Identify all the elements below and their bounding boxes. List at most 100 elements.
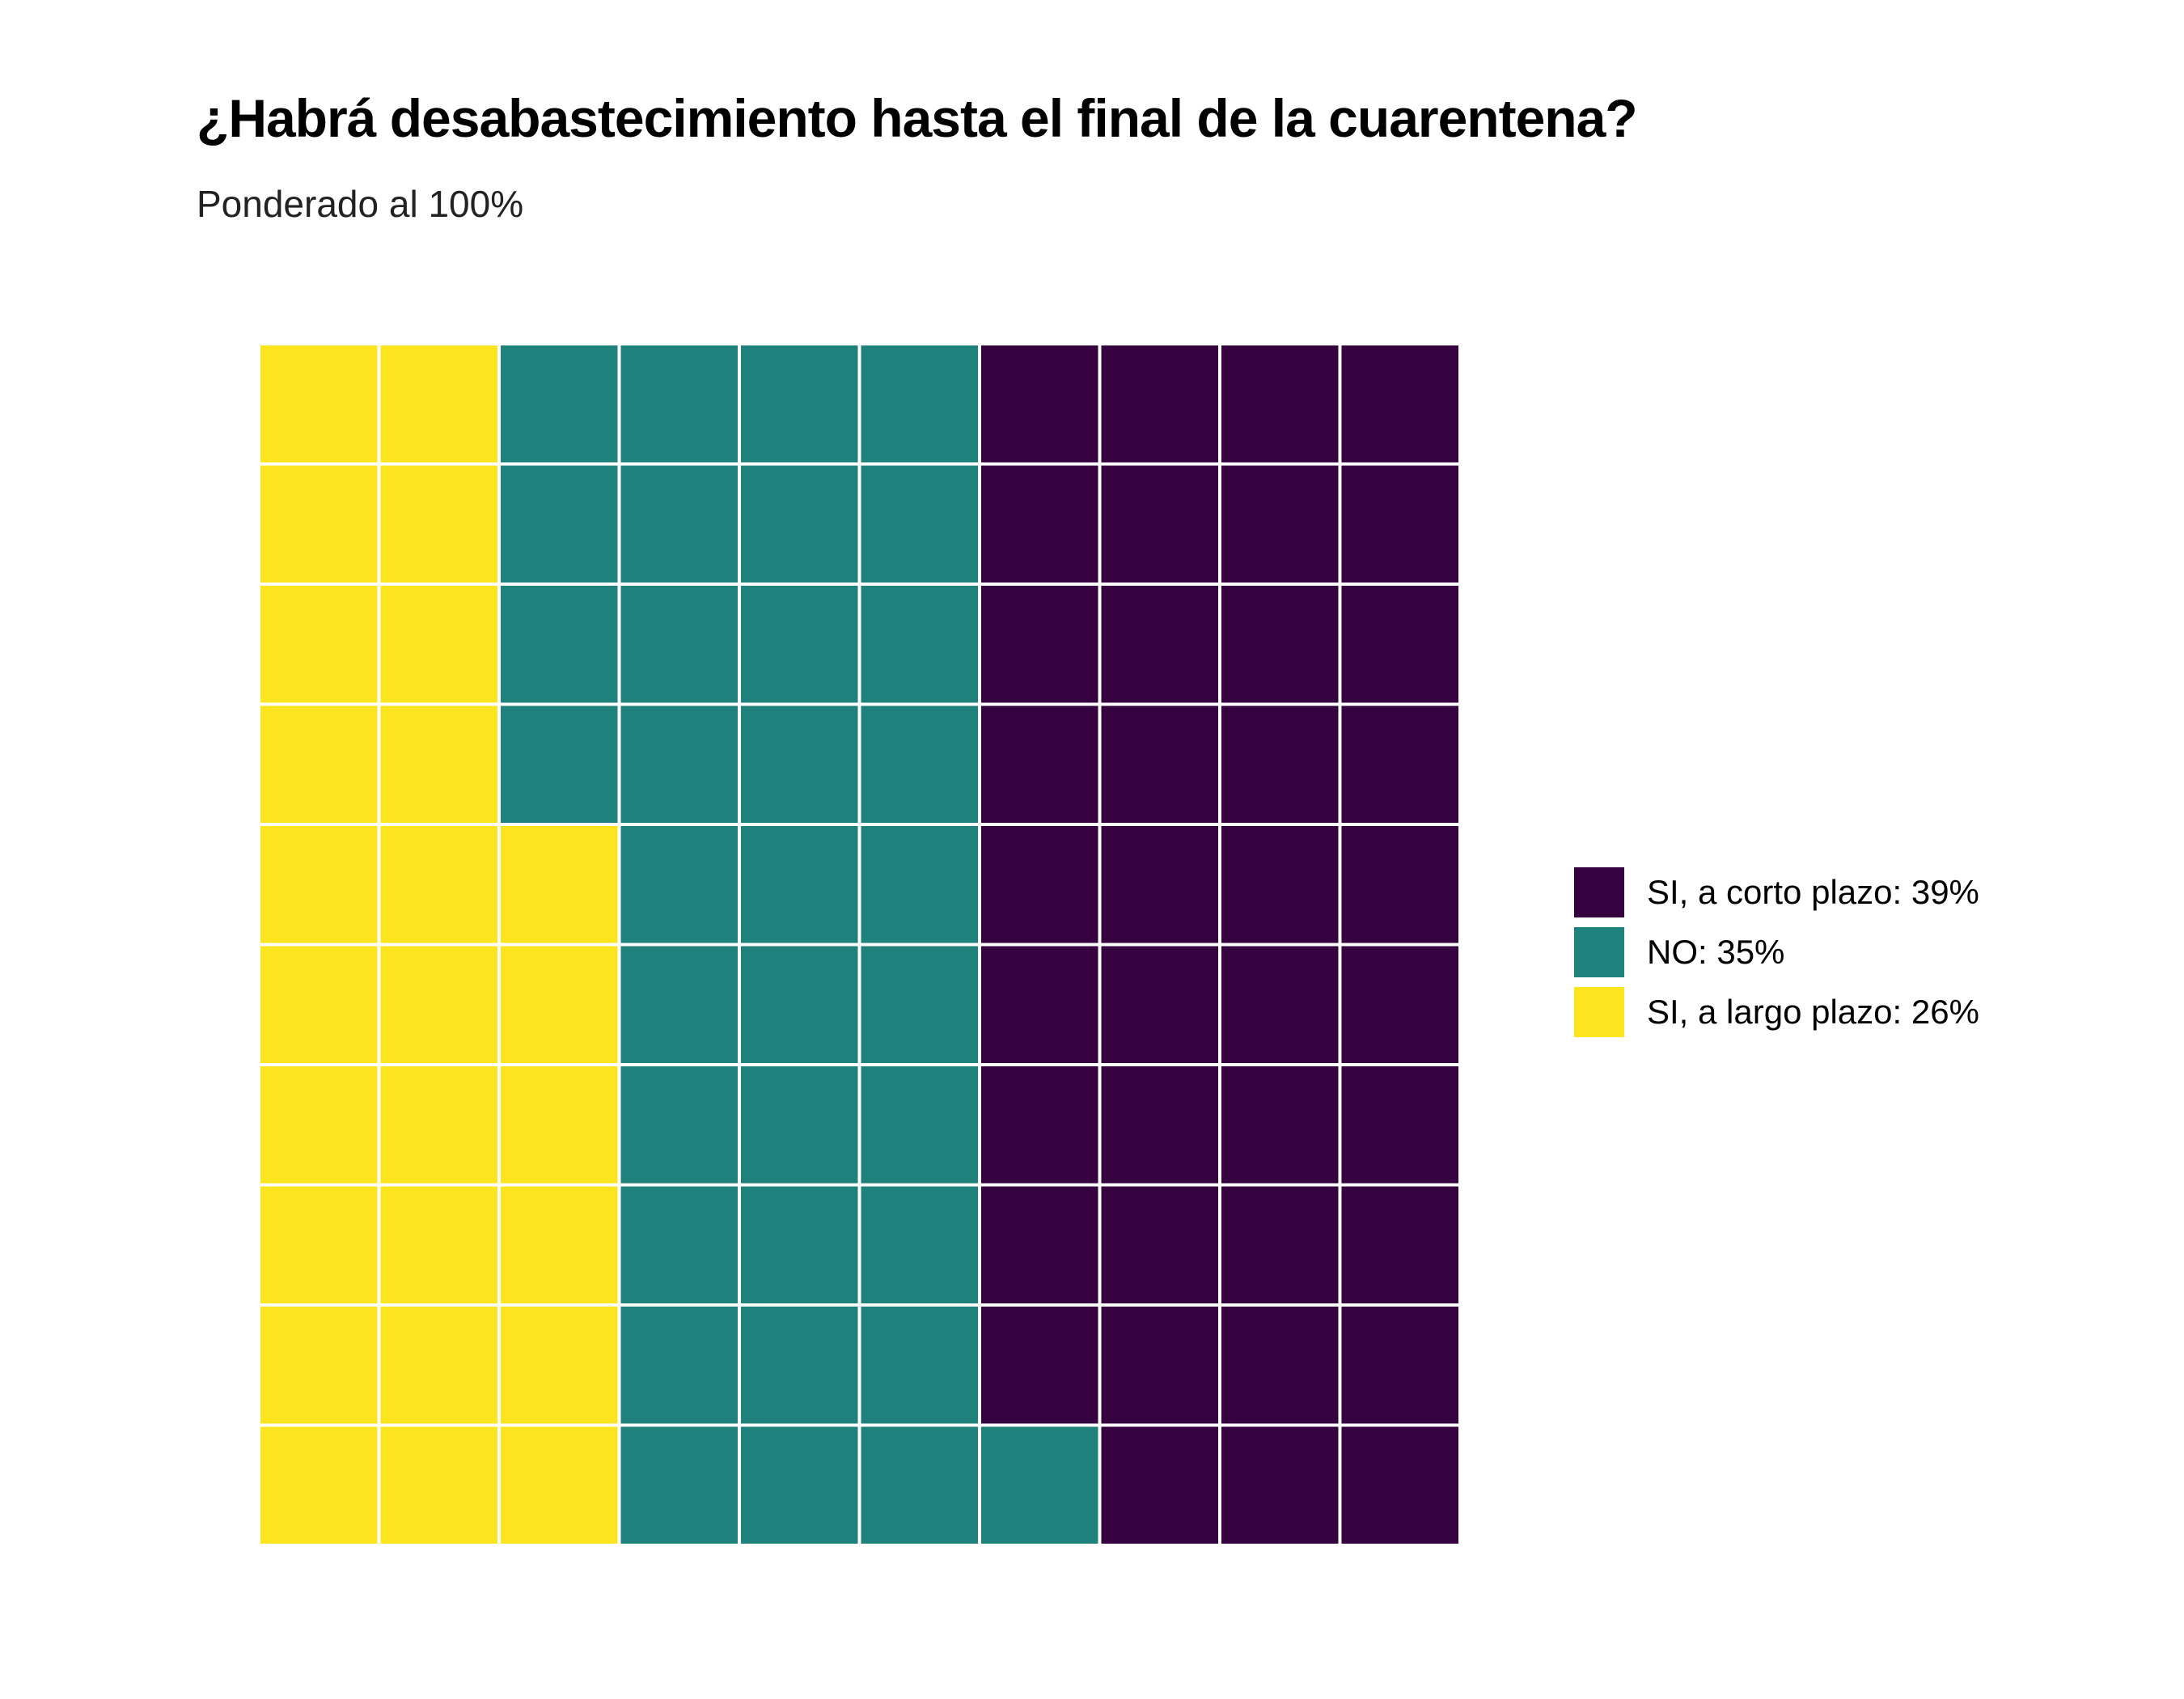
waffle-cell-series-0: [1221, 465, 1339, 583]
waffle-cell-series-0: [1221, 946, 1339, 1063]
waffle-cell-series-1: [861, 1066, 978, 1184]
waffle-cell-series-0: [981, 946, 1098, 1063]
waffle-cell-series-2: [380, 345, 497, 463]
waffle-cell-series-2: [260, 465, 378, 583]
waffle-cell-series-0: [1221, 586, 1339, 703]
waffle-cell-series-0: [1101, 946, 1218, 1063]
waffle-cell-series-0: [981, 1186, 1098, 1303]
legend-label-largo: SI, a largo plazo: 26%: [1647, 993, 1979, 1031]
waffle-cell-series-1: [741, 586, 858, 703]
waffle-cell-series-0: [1221, 1426, 1339, 1544]
waffle-cell-series-2: [260, 345, 378, 463]
waffle-cell-series-1: [620, 586, 738, 703]
waffle-cell-series-2: [380, 465, 497, 583]
legend-label-corto: SI, a corto plazo: 39%: [1647, 873, 1979, 911]
waffle-cell-series-2: [501, 1307, 618, 1424]
waffle-cell-series-0: [1341, 586, 1458, 703]
waffle-cell-series-0: [1101, 1426, 1218, 1544]
waffle-cell-series-2: [380, 705, 497, 823]
waffle-cell-series-0: [981, 1066, 1098, 1184]
waffle-cell-series-2: [501, 826, 618, 943]
waffle-cell-series-0: [1101, 465, 1218, 583]
waffle-cell-series-1: [620, 826, 738, 943]
waffle-cell-series-2: [380, 826, 497, 943]
waffle-cell-series-0: [1221, 345, 1339, 463]
waffle-cell-series-1: [741, 705, 858, 823]
waffle-cell-series-0: [981, 465, 1098, 583]
waffle-cell-series-1: [861, 1186, 978, 1303]
waffle-cell-series-2: [260, 1066, 378, 1184]
waffle-cell-series-2: [260, 1186, 378, 1303]
waffle-cell-series-2: [501, 1186, 618, 1303]
waffle-cell-series-0: [1341, 1186, 1458, 1303]
waffle-cell-series-1: [620, 1186, 738, 1303]
waffle-cell-series-1: [620, 1066, 738, 1184]
waffle-cell-series-1: [861, 826, 978, 943]
waffle-cell-series-1: [620, 345, 738, 463]
legend-swatch-no: [1574, 927, 1624, 977]
waffle-cell-series-2: [260, 1426, 378, 1544]
waffle-cell-series-2: [260, 946, 378, 1063]
waffle-cell-series-0: [981, 586, 1098, 703]
waffle-cell-series-1: [741, 1426, 858, 1544]
waffle-cell-series-1: [741, 1066, 858, 1184]
waffle-cell-series-1: [741, 946, 858, 1063]
waffle-cell-series-0: [1341, 345, 1458, 463]
waffle-cell-series-1: [741, 1186, 858, 1303]
waffle-cell-series-1: [861, 586, 978, 703]
waffle-cell-series-0: [981, 826, 1098, 943]
waffle-cell-series-1: [861, 705, 978, 823]
legend-item-no: NO: 35%: [1574, 922, 1979, 982]
waffle-cell-series-1: [501, 465, 618, 583]
waffle-cell-series-1: [620, 465, 738, 583]
waffle-cell-series-2: [380, 1307, 497, 1424]
waffle-cell-series-0: [1341, 1066, 1458, 1184]
waffle-cell-series-0: [981, 705, 1098, 823]
waffle-cell-series-0: [1101, 705, 1218, 823]
waffle-cell-series-1: [741, 465, 858, 583]
waffle-cell-series-2: [501, 946, 618, 1063]
waffle-cell-series-0: [1221, 826, 1339, 943]
waffle-cell-series-0: [981, 1307, 1098, 1424]
waffle-cell-series-0: [1101, 826, 1218, 943]
waffle-cell-series-0: [1221, 1186, 1339, 1303]
legend-item-corto: SI, a corto plazo: 39%: [1574, 862, 1979, 922]
waffle-cell-series-2: [380, 1186, 497, 1303]
waffle-cell-series-1: [741, 826, 858, 943]
chart-title: ¿Habrá desabastecimiento hasta el final …: [197, 88, 1638, 148]
legend-item-largo: SI, a largo plazo: 26%: [1574, 982, 1979, 1042]
legend-swatch-corto: [1574, 867, 1624, 917]
waffle-cell-series-0: [1221, 1307, 1339, 1424]
waffle-cell-series-1: [620, 1307, 738, 1424]
waffle-cell-series-1: [861, 465, 978, 583]
waffle-cell-series-0: [1341, 826, 1458, 943]
waffle-cell-series-1: [981, 1426, 1098, 1544]
waffle-cell-series-0: [1221, 705, 1339, 823]
waffle-cell-series-1: [501, 345, 618, 463]
chart-subtitle: Ponderado al 100%: [197, 183, 524, 225]
waffle-cell-series-2: [380, 586, 497, 703]
waffle-cell-series-2: [380, 946, 497, 1063]
waffle-cell-series-2: [260, 705, 378, 823]
waffle-cell-series-1: [741, 345, 858, 463]
waffle-cell-series-1: [861, 1307, 978, 1424]
legend-swatch-largo: [1574, 987, 1624, 1037]
waffle-cell-series-2: [260, 1307, 378, 1424]
waffle-cell-series-1: [501, 586, 618, 703]
waffle-cell-series-0: [1101, 1307, 1218, 1424]
waffle-cell-series-1: [620, 946, 738, 1063]
waffle-cell-series-1: [620, 705, 738, 823]
waffle-cell-series-0: [1101, 1066, 1218, 1184]
waffle-cell-series-1: [620, 1426, 738, 1544]
waffle-cell-series-0: [981, 345, 1098, 463]
waffle-cell-series-2: [380, 1426, 497, 1544]
waffle-cell-series-0: [1101, 1186, 1218, 1303]
waffle-cell-series-0: [1101, 345, 1218, 463]
waffle-cell-series-0: [1341, 1426, 1458, 1544]
waffle-cell-series-0: [1341, 1307, 1458, 1424]
waffle-cell-series-0: [1101, 586, 1218, 703]
waffle-cell-series-0: [1221, 1066, 1339, 1184]
waffle-cell-series-2: [380, 1066, 497, 1184]
waffle-cell-series-1: [741, 1307, 858, 1424]
